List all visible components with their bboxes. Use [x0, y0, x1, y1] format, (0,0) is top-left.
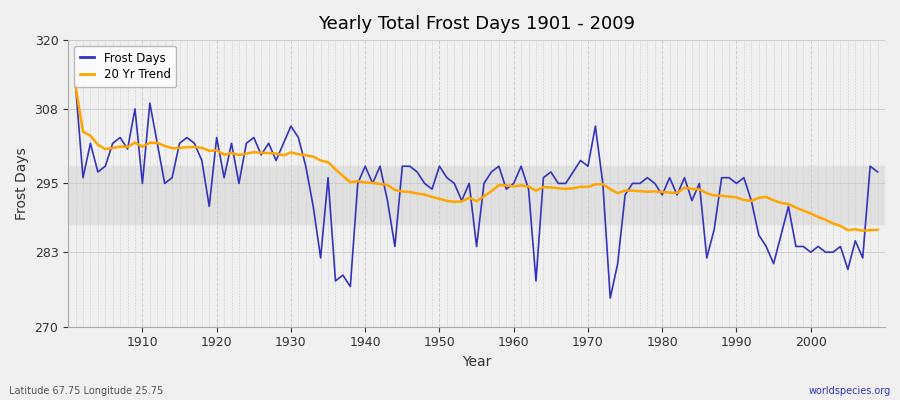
Frost Days [338, 273, 348, 278]
20 Yr Trend [598, 182, 608, 187]
Text: worldspecies.org: worldspecies.org [809, 386, 891, 396]
Frost Days [605, 296, 616, 300]
20 Yr Trend [501, 183, 512, 188]
20 Yr Trend [70, 84, 81, 88]
20 Yr Trend [508, 184, 519, 189]
Frost Days [508, 181, 519, 186]
Y-axis label: Frost Days: Frost Days [15, 147, 29, 220]
Frost Days [293, 135, 304, 140]
Frost Days [872, 170, 883, 174]
X-axis label: Year: Year [462, 355, 491, 369]
20 Yr Trend [293, 152, 304, 156]
Frost Days [501, 187, 512, 192]
Frost Days [70, 84, 81, 88]
20 Yr Trend [338, 174, 348, 178]
Text: Latitude 67.75 Longitude 25.75: Latitude 67.75 Longitude 25.75 [9, 386, 163, 396]
20 Yr Trend [858, 228, 868, 233]
Title: Yearly Total Frost Days 1901 - 2009: Yearly Total Frost Days 1901 - 2009 [318, 15, 635, 33]
20 Yr Trend [872, 228, 883, 232]
Legend: Frost Days, 20 Yr Trend: Frost Days, 20 Yr Trend [74, 46, 176, 87]
Frost Days [598, 181, 608, 186]
20 Yr Trend [130, 140, 140, 145]
Bar [68, 166, 885, 224]
Line: Frost Days: Frost Days [76, 86, 878, 298]
Line: 20 Yr Trend: 20 Yr Trend [76, 86, 878, 231]
Frost Days [130, 106, 140, 111]
